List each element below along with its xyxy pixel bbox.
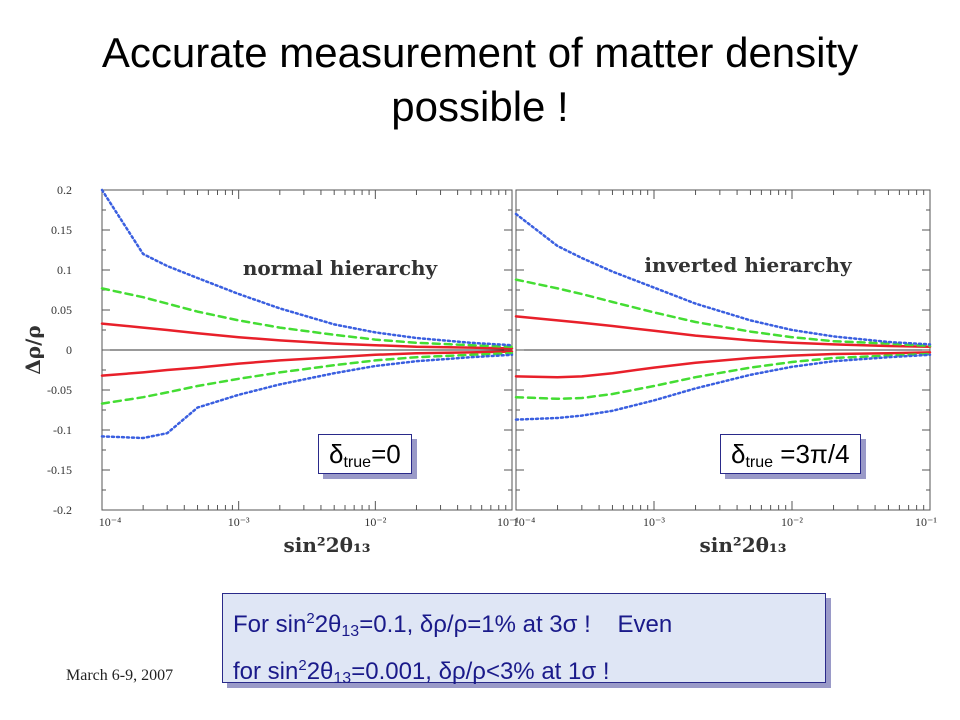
x-tick-label: 10⁻² — [364, 515, 386, 529]
delta-symbol: δ — [329, 439, 344, 469]
series-line-dotted-blue — [100, 188, 514, 347]
delta-true-left-box: δtrue=0 — [318, 434, 412, 474]
note-text: 2θ — [314, 611, 342, 638]
x-tick-label: 10⁻³ — [643, 515, 665, 529]
series-line-dotted-blue — [514, 212, 932, 346]
note-superscript: 2 — [306, 610, 315, 627]
footer-date: March 6-9, 2007 — [66, 667, 174, 684]
x-axis-label: sin²2θ₁₃ — [700, 533, 787, 557]
slide-title: Accurate measurement of matter density p… — [101, 29, 859, 130]
x-tick-label: 10⁻⁴ — [99, 515, 122, 529]
note-text: for sin — [233, 658, 299, 685]
series-line-dashed-green — [100, 287, 514, 349]
y-tick-label: -0.1 — [53, 423, 72, 437]
y-tick-label: 0.05 — [51, 303, 72, 317]
series-line-solid-red — [514, 315, 932, 349]
delta-subscript: true — [343, 454, 372, 471]
panel-title: normal hierarchy — [243, 256, 439, 280]
note-text: For sin — [233, 611, 307, 638]
series-line-dashed-green — [100, 351, 514, 405]
note-text: =0.1, δρ/ρ=1% at 3σ ! Even — [359, 611, 673, 638]
x-tick-label: 10⁻¹ — [915, 515, 937, 529]
y-tick-label: -0.15 — [47, 463, 72, 477]
series-line-solid-red — [514, 351, 932, 379]
note-text: 2θ — [306, 658, 334, 685]
x-axis-label: sin²2θ₁₃ — [284, 533, 371, 557]
x-tick-label: 10⁻¹ — [497, 515, 519, 529]
note-text: =0.001, δρ/ρ<3% at 1σ ! — [351, 658, 610, 685]
note-subscript: 13 — [333, 670, 352, 687]
series-line-dashed-green — [514, 278, 932, 348]
x-tick-label: 10⁻² — [781, 515, 803, 529]
y-tick-label: 0.15 — [51, 223, 72, 237]
note-line-1: For sin22θ13=0.1, δρ/ρ=1% at 3σ ! Even — [233, 602, 815, 649]
x-tick-label: 10⁻⁴ — [513, 515, 536, 529]
series-line-solid-red — [100, 350, 514, 377]
y-tick-label: -0.2 — [53, 503, 72, 517]
delta-value: =0 — [371, 439, 401, 469]
delta-true-right-box: δtrue =3π/4 — [720, 434, 861, 474]
note-superscript: 2 — [298, 657, 307, 674]
series-line-solid-red — [100, 322, 514, 350]
precision-note-box: For sin22θ13=0.1, δρ/ρ=1% at 3σ ! Even f… — [222, 593, 826, 687]
panel-title: inverted hierarchy — [644, 253, 853, 277]
series-line-dashed-green — [514, 352, 932, 401]
series-line-dotted-blue — [514, 353, 932, 421]
delta-symbol: δ — [731, 439, 746, 469]
note-subscript: 13 — [341, 623, 360, 640]
delta-value: =3π/4 — [773, 439, 850, 469]
y-tick-label: -0.05 — [47, 383, 72, 397]
y-tick-label: 0 — [66, 343, 72, 357]
y-tick-label: 0.2 — [57, 183, 72, 197]
x-tick-label: 10⁻³ — [228, 515, 250, 529]
y-tick-label: 0.1 — [57, 263, 72, 277]
series-line-dotted-blue — [100, 353, 514, 440]
y-axis-label: Δρ/ρ — [21, 325, 45, 374]
delta-subscript: true — [745, 454, 774, 471]
note-line-2: for sin22θ13=0.001, δρ/ρ<3% at 1σ ! — [233, 649, 815, 696]
